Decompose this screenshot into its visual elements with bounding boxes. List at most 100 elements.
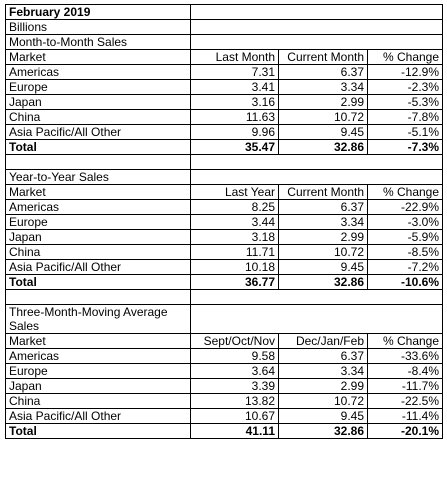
value-cell: 10.72 (278, 109, 368, 125)
value-cell: 10.67 (190, 408, 279, 424)
value-cell: 6.37 (278, 64, 368, 80)
total-value: -7.3% (366, 139, 444, 155)
total-value: 32.86 (278, 139, 368, 155)
column-header: Market (5, 333, 191, 349)
market-cell: Japan (5, 94, 191, 110)
total-value: 41.11 (190, 423, 279, 439)
value-cell: -11.7% (366, 378, 444, 394)
value-cell: 2.99 (278, 229, 368, 245)
market-cell: Americas (5, 199, 191, 215)
value-cell: 3.18 (190, 229, 279, 245)
data-row: Asia Pacific/All Other 9.96 9.45 -5.1% (5, 124, 444, 140)
section-title-row: Three-Month-Moving Average Sales (5, 304, 444, 334)
value-cell: 9.58 (190, 348, 279, 364)
value-cell: 9.96 (190, 124, 279, 140)
blank-cell (189, 34, 444, 50)
data-row: Europe 3.44 3.34 -3.0% (5, 214, 444, 230)
value-cell: 3.64 (190, 363, 279, 379)
total-value: -10.6% (366, 274, 444, 290)
value-cell: 10.72 (278, 244, 368, 260)
total-value: 36.77 (190, 274, 279, 290)
column-header: Market (5, 49, 191, 65)
total-row: Total 36.77 32.86 -10.6% (5, 274, 444, 290)
value-cell: 11.71 (190, 244, 279, 260)
value-cell: 6.37 (278, 348, 368, 364)
blank-cell (189, 4, 444, 20)
market-cell: Asia Pacific/All Other (5, 259, 191, 275)
blank-cell (189, 19, 444, 35)
data-row: Japan 3.39 2.99 -11.7% (5, 378, 444, 394)
market-cell: Asia Pacific/All Other (5, 124, 191, 140)
spacer-row (5, 154, 444, 170)
value-cell: -22.9% (366, 199, 444, 215)
value-cell: -5.3% (366, 94, 444, 110)
value-cell: 2.99 (278, 94, 368, 110)
market-cell: China (5, 244, 191, 260)
value-cell: 3.44 (190, 214, 279, 230)
value-cell: -8.4% (366, 363, 444, 379)
market-cell: Americas (5, 64, 191, 80)
data-row: Asia Pacific/All Other 10.67 9.45 -11.4% (5, 408, 444, 424)
value-cell: 9.45 (278, 259, 368, 275)
total-row: Total 35.47 32.86 -7.3% (5, 139, 444, 155)
market-cell: Europe (5, 363, 191, 379)
value-cell: 3.39 (190, 378, 279, 394)
total-value: -20.1% (366, 423, 444, 439)
data-row: China 11.63 10.72 -7.8% (5, 109, 444, 125)
column-header: Current Month (278, 184, 368, 200)
data-row: Americas 9.58 6.37 -33.6% (5, 348, 444, 364)
value-cell: 3.16 (190, 94, 279, 110)
column-header: Last Month (190, 49, 279, 65)
value-cell: 3.34 (278, 214, 368, 230)
data-row: Japan 3.18 2.99 -5.9% (5, 229, 444, 245)
value-cell: -8.5% (366, 244, 444, 260)
value-cell: 9.45 (278, 408, 368, 424)
total-value: 35.47 (190, 139, 279, 155)
value-cell: -7.8% (366, 109, 444, 125)
header-row: Market Last Month Current Month% Change (5, 49, 444, 65)
value-cell: -7.2% (366, 259, 444, 275)
market-cell: Europe (5, 214, 191, 230)
blank-cell (189, 169, 444, 185)
total-label: Total (5, 139, 191, 155)
total-value: 32.86 (278, 423, 368, 439)
value-cell: 3.34 (278, 363, 368, 379)
unit-label: Billions (5, 19, 191, 35)
spacer-row (5, 289, 444, 305)
unit-row: Billions (5, 19, 444, 35)
total-label: Total (5, 423, 191, 439)
total-label: Total (5, 274, 191, 290)
market-cell: China (5, 109, 191, 125)
section-title-row: Year-to-Year Sales (5, 169, 444, 185)
value-cell: 9.45 (278, 124, 368, 140)
value-cell: -33.6% (366, 348, 444, 364)
sales-table: February 2019 Billions Month-to-Month Sale… (5, 4, 444, 439)
total-row: Total 41.11 32.86 -20.1% (5, 423, 444, 439)
column-header: Dec/Jan/Feb (278, 333, 368, 349)
value-cell: -5.9% (366, 229, 444, 245)
blank-cell (5, 289, 191, 305)
title-row: February 2019 (5, 4, 444, 20)
value-cell: -5.1% (366, 124, 444, 140)
value-cell: 6.37 (278, 199, 368, 215)
value-cell: 3.41 (190, 79, 279, 95)
header-row: Market Last Year Current Month% Change (5, 184, 444, 200)
market-cell: Asia Pacific/All Other (5, 408, 191, 424)
column-header: % Change (366, 49, 444, 65)
blank-cell (189, 154, 444, 170)
data-row: China 13.82 10.72 -22.5% (5, 393, 444, 409)
data-row: Americas 8.25 6.37 -22.9% (5, 199, 444, 215)
value-cell: 10.72 (278, 393, 368, 409)
column-header: % Change (366, 184, 444, 200)
blank-cell (189, 304, 444, 334)
blank-cell (5, 154, 191, 170)
value-cell: 10.18 (190, 259, 279, 275)
column-header: % Change (366, 333, 444, 349)
value-cell: -12.9% (366, 64, 444, 80)
value-cell: -11.4% (366, 408, 444, 424)
report-title: February 2019 (5, 4, 191, 20)
column-header: Last Year (190, 184, 279, 200)
market-cell: Europe (5, 79, 191, 95)
value-cell: 13.82 (190, 393, 279, 409)
